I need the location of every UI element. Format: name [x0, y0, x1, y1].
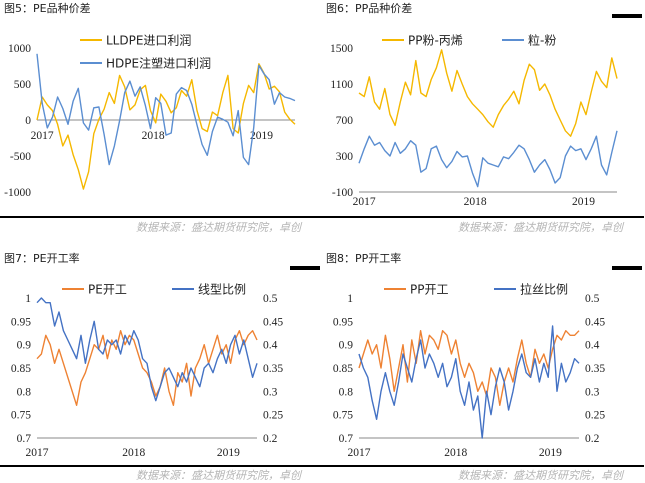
series-line-1 [358, 130, 618, 188]
source-note: 数据来源：盛达期货研究院，卓创 [458, 469, 623, 482]
y-tick-label: 0.95 [333, 316, 353, 328]
y-tick-label: 1000 [8, 43, 31, 55]
y-right-tick-label: 0.3 [263, 386, 278, 398]
y-tick-label: 1500 [330, 43, 353, 55]
chart-panel-pe-spread: 图5：PE品种价差 1000 500 0 -500 -1000 2017 2018 2019 L… [0, 0, 322, 241]
y-tick-label: 0.85 [333, 363, 353, 375]
y-tick-label: -500 [10, 151, 31, 163]
source-note: 数据来源：盛达期货研究院，卓创 [458, 221, 623, 234]
y-tick-label: 0.85 [11, 363, 31, 375]
y-tick-label: 1 [347, 293, 353, 305]
x-tick-label: 2017 [353, 196, 376, 208]
y-right-tick-label: 0.2 [585, 433, 600, 445]
y-tick-label: 0.75 [11, 410, 31, 422]
y-tick-label: 300 [336, 151, 354, 163]
legend-label: HDPE注塑进口利润 [106, 56, 211, 71]
series-line-0 [358, 329, 580, 407]
source-note: 数据来源：盛达期货研究院，卓创 [136, 221, 301, 234]
y-right-tick-label: 0.4 [585, 340, 600, 352]
chart-pe-spread: 1000 500 0 -500 -1000 2017 2018 2019 LLDPE进口利润 HD… [4, 34, 296, 199]
legend-label: PP粉-丙烯 [408, 34, 463, 48]
y-right-tick-label: 0.35 [263, 363, 283, 375]
y-tick-label: 0 [25, 115, 31, 127]
bottom-rule [0, 216, 322, 218]
chart-panel-pp-spread: 图6：PP品种价差 1500 1100 700 300 -100 2017 2018 2019… [322, 0, 644, 241]
chart-pp-operating-rate: 1 0.95 0.9 0.85 0.8 0.75 0.7 0.5 0.45 0.4 0.35 0.3 0… [333, 282, 606, 460]
y-tick-label: 0.95 [11, 316, 31, 328]
y-tick-label: 0.7 [339, 433, 354, 445]
y-tick-label: 1 [25, 293, 31, 305]
y-right-tick-label: 0.45 [585, 316, 605, 328]
y-right-tick-label: 0.5 [263, 293, 278, 305]
y-right-tick-label: 0.25 [263, 410, 283, 422]
title-rule [612, 14, 642, 18]
x-tick-label: 2017 [26, 447, 49, 459]
legend-label: PP开工 [410, 283, 448, 297]
panel-title: 图8：PP开工率 [326, 252, 402, 265]
series-line-1 [358, 325, 580, 439]
series-line-1 [36, 297, 258, 402]
panel-title: 图7：PE开工率 [4, 252, 80, 265]
legend-label: 粒-粉 [528, 33, 556, 48]
y-tick-label: -1000 [4, 187, 31, 199]
bottom-rule [0, 465, 322, 467]
x-tick-label: 2018 [464, 196, 487, 208]
series-line-0 [36, 329, 258, 407]
y-tick-label: 700 [336, 115, 354, 127]
source-note: 数据来源：盛达期货研究院，卓创 [136, 469, 301, 482]
y-tick-label: 0.8 [17, 386, 32, 398]
series-line-0 [36, 63, 296, 190]
y-tick-label: 0.9 [17, 340, 32, 352]
title-rule [290, 266, 320, 270]
panel-title: 图6：PP品种价差 [326, 2, 413, 15]
y-tick-label: 500 [14, 79, 32, 91]
x-tick-label: 2018 [444, 447, 467, 459]
x-tick-label: 2017 [31, 130, 54, 142]
series-line-1 [36, 53, 296, 166]
legend-label: LLDPE进口利润 [106, 34, 191, 48]
chart-pe-operating-rate: 1 0.95 0.9 0.85 0.8 0.75 0.7 0.5 0.45 0.4 0.35 0.3 0… [11, 283, 284, 460]
chart-panel-pe-operating-rate: 图7：PE开工率 1 0.95 0.9 0.85 0.8 0.75 0.7 0.5 0.45 0.… [0, 242, 322, 483]
x-tick-label: 2019 [539, 447, 562, 459]
y-right-tick-label: 0.45 [263, 316, 283, 328]
y-tick-label: 1100 [330, 79, 353, 91]
y-right-tick-label: 0.5 [585, 293, 600, 305]
y-right-tick-label: 0.25 [585, 410, 605, 422]
y-right-tick-label: 0.2 [263, 433, 278, 445]
x-tick-label: 2019 [217, 447, 240, 459]
y-tick-label: -100 [332, 187, 353, 199]
x-tick-label: 2019 [250, 130, 273, 142]
bottom-rule [322, 216, 644, 218]
x-tick-label: 2019 [572, 196, 595, 208]
y-right-tick-label: 0.4 [263, 340, 278, 352]
x-tick-label: 2017 [348, 447, 371, 459]
title-rule [612, 266, 642, 270]
legend-label: 线型比例 [198, 283, 246, 297]
y-right-tick-label: 0.35 [585, 363, 605, 375]
x-tick-label: 2018 [142, 130, 165, 142]
legend-label: PE开工 [88, 283, 127, 297]
legend-label: 拉丝比例 [520, 282, 568, 297]
series-line-0 [358, 49, 618, 137]
panel-title: 图5：PE品种价差 [4, 2, 91, 15]
chart-panel-pp-operating-rate: 图8：PP开工率 1 0.95 0.9 0.85 0.8 0.75 0.7 0.5 0.45 0.… [322, 242, 644, 483]
y-tick-label: 0.7 [17, 433, 32, 445]
y-right-tick-label: 0.3 [585, 386, 600, 398]
y-tick-label: 0.9 [339, 340, 354, 352]
y-tick-label: 0.75 [333, 410, 353, 422]
y-tick-label: 0.8 [339, 386, 354, 398]
bottom-rule [322, 465, 644, 467]
x-tick-label: 2018 [122, 447, 145, 459]
